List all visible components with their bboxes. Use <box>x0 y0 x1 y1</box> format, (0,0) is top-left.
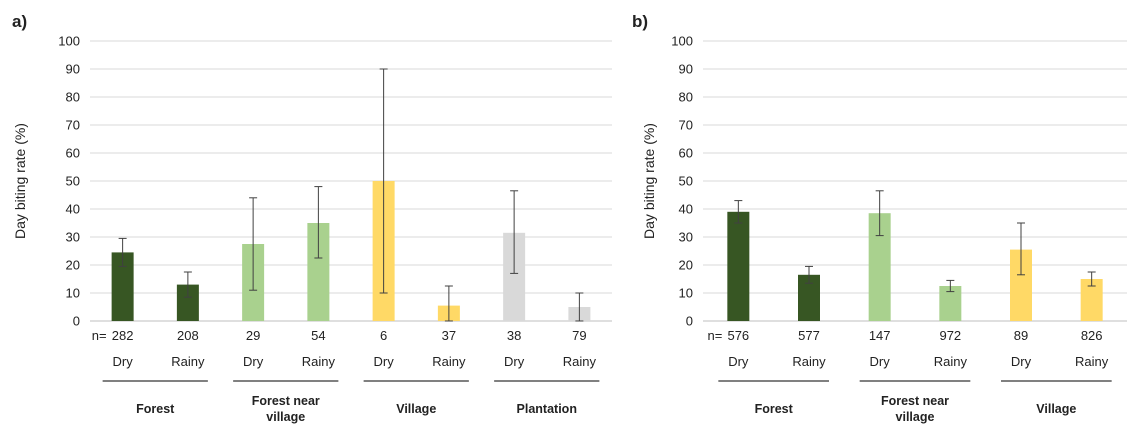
n-label: 282 <box>112 328 134 343</box>
season-label: Dry <box>243 354 264 369</box>
y-tick-label: 90 <box>66 62 80 77</box>
y-tick-label: 60 <box>66 146 80 161</box>
group-label: Plantation <box>517 402 577 416</box>
group-label: Forest <box>136 402 175 416</box>
season-label: Rainy <box>792 354 826 369</box>
season-label: Dry <box>504 354 525 369</box>
group-label: Village <box>1036 402 1076 416</box>
y-tick-label: 90 <box>679 62 693 77</box>
n-label: 89 <box>1014 328 1028 343</box>
n-label: 208 <box>177 328 199 343</box>
n-prefix: n= <box>708 328 723 343</box>
season-label: Dry <box>870 354 891 369</box>
y-tick-label: 20 <box>66 258 80 273</box>
y-tick-label: 70 <box>679 118 693 133</box>
season-label: Dry <box>1011 354 1032 369</box>
n-label: 38 <box>507 328 521 343</box>
panel-label: a) <box>12 12 27 31</box>
y-tick-label: 50 <box>679 174 693 189</box>
y-axis-title: Day biting rate (%) <box>641 123 657 239</box>
season-label: Rainy <box>302 354 336 369</box>
season-label: Dry <box>374 354 395 369</box>
group-label: Forest near <box>252 394 320 408</box>
y-tick-label: 70 <box>66 118 80 133</box>
bar <box>307 223 330 321</box>
y-axis-title: Day biting rate (%) <box>12 123 28 239</box>
y-tick-label: 80 <box>66 90 80 105</box>
season-label: Rainy <box>171 354 205 369</box>
n-label: 29 <box>246 328 260 343</box>
group-label: village <box>896 410 935 424</box>
n-label: 54 <box>311 328 325 343</box>
y-tick-label: 80 <box>679 90 693 105</box>
bar <box>1010 249 1032 321</box>
n-label: 37 <box>442 328 456 343</box>
y-tick-label: 60 <box>679 146 693 161</box>
n-label: 576 <box>727 328 749 343</box>
n-label: 147 <box>869 328 891 343</box>
bar <box>798 274 820 321</box>
chart-b: b) Day biting rate (%) 0 10 20 30 40 50 60 70 80 90… <box>632 12 1127 424</box>
y-tick-label: 40 <box>66 202 80 217</box>
season-label: Rainy <box>563 354 597 369</box>
bar <box>111 252 134 321</box>
y-tick-label: 30 <box>66 230 80 245</box>
n-label: 6 <box>380 328 387 343</box>
season-label: Rainy <box>432 354 466 369</box>
y-tick-label: 20 <box>679 258 693 273</box>
n-label: 79 <box>572 328 586 343</box>
group-label: Forest near <box>881 394 949 408</box>
bar <box>939 286 962 321</box>
season-label: Dry <box>113 354 134 369</box>
group-label: Village <box>396 402 436 416</box>
season-label: Dry <box>728 354 749 369</box>
y-tick-label: 10 <box>679 286 693 301</box>
panel-label: b) <box>632 12 648 31</box>
bar <box>868 213 891 321</box>
y-tick-label: 100 <box>671 34 693 49</box>
y-tick-label: 0 <box>686 314 693 329</box>
group-label: Forest <box>755 402 794 416</box>
bar <box>1080 279 1103 321</box>
group-label: village <box>266 410 305 424</box>
y-tick-label: 40 <box>679 202 693 217</box>
chart-a: a) Day biting rate (%) 0 10 20 30 40 50 60 70 80 90… <box>12 12 612 424</box>
y-tick-label: 50 <box>66 174 80 189</box>
bar <box>503 232 526 321</box>
n-label: 577 <box>798 328 820 343</box>
n-label: 972 <box>939 328 961 343</box>
y-tick-label: 10 <box>66 286 80 301</box>
n-label: 826 <box>1081 328 1103 343</box>
y-tick-label: 30 <box>679 230 693 245</box>
n-prefix: n= <box>92 328 107 343</box>
y-tick-label: 0 <box>73 314 80 329</box>
season-label: Rainy <box>1075 354 1109 369</box>
bar <box>727 211 750 321</box>
season-label: Rainy <box>934 354 968 369</box>
bar <box>176 284 199 321</box>
y-tick-label: 100 <box>58 34 80 49</box>
